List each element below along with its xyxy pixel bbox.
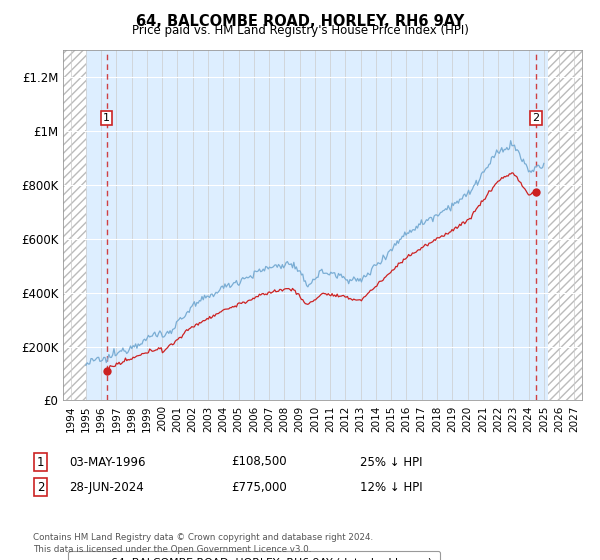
Text: Price paid vs. HM Land Registry's House Price Index (HPI): Price paid vs. HM Land Registry's House …	[131, 24, 469, 37]
Bar	[63, 50, 86, 400]
Bar	[548, 50, 582, 400]
Text: 28-JUN-2024: 28-JUN-2024	[69, 480, 144, 494]
Text: 25% ↓ HPI: 25% ↓ HPI	[360, 455, 422, 469]
Text: 1: 1	[37, 455, 44, 469]
Text: Contains HM Land Registry data © Crown copyright and database right 2024.
This d: Contains HM Land Registry data © Crown c…	[33, 533, 373, 554]
Text: 1: 1	[103, 113, 110, 123]
Legend: 64, BALCOMBE ROAD, HORLEY, RH6 9AY (detached house), HPI: Average price, detache: 64, BALCOMBE ROAD, HORLEY, RH6 9AY (deta…	[68, 551, 440, 560]
Text: 12% ↓ HPI: 12% ↓ HPI	[360, 480, 422, 494]
Text: 64, BALCOMBE ROAD, HORLEY, RH6 9AY: 64, BALCOMBE ROAD, HORLEY, RH6 9AY	[136, 14, 464, 29]
Text: 2: 2	[532, 113, 539, 123]
Text: 2: 2	[37, 480, 44, 494]
Text: 03-MAY-1996: 03-MAY-1996	[69, 455, 146, 469]
Text: £775,000: £775,000	[231, 480, 287, 494]
Text: £108,500: £108,500	[231, 455, 287, 469]
